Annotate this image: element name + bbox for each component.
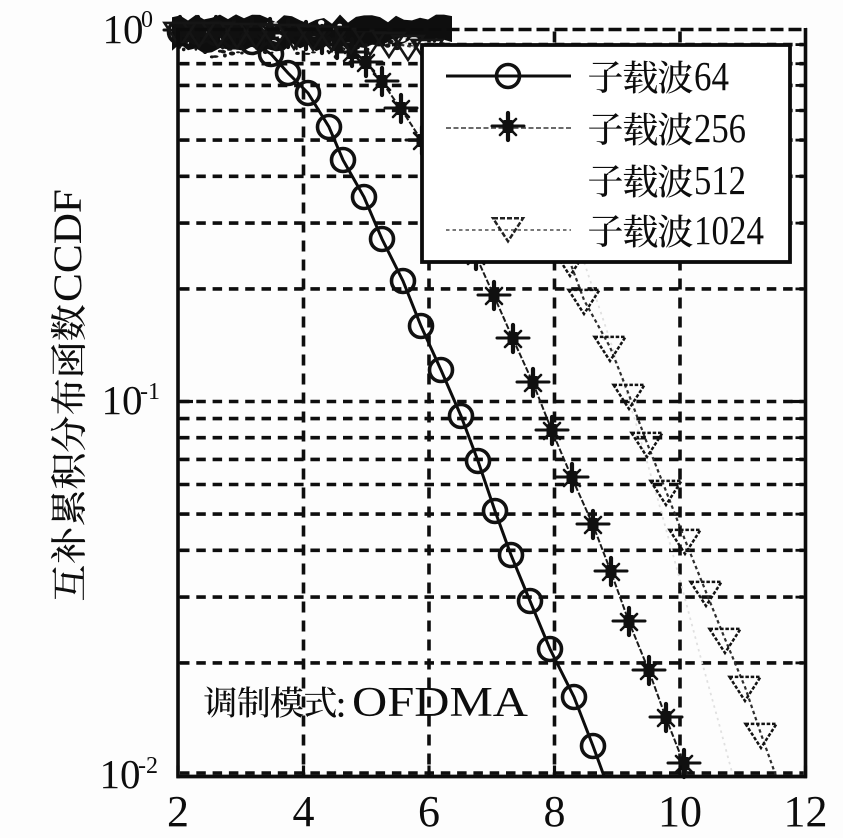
- svg-text:OFDMA: OFDMA: [352, 680, 529, 726]
- svg-text:4: 4: [293, 787, 315, 836]
- svg-text:10: 10: [100, 751, 141, 797]
- svg-text:10: 10: [658, 787, 702, 836]
- svg-text:-2: -2: [138, 753, 158, 779]
- svg-text:1024: 1024: [694, 207, 764, 253]
- svg-text:12: 12: [784, 787, 828, 836]
- svg-text:0: 0: [141, 7, 153, 33]
- svg-text:6: 6: [418, 787, 440, 836]
- svg-text:10: 10: [103, 6, 144, 52]
- svg-text:-1: -1: [140, 379, 160, 405]
- svg-text:CCDF: CCDF: [45, 189, 90, 302]
- svg-text:64: 64: [694, 53, 729, 99]
- svg-text:10: 10: [102, 377, 143, 423]
- svg-text:512: 512: [694, 157, 746, 203]
- svg-text:2: 2: [167, 787, 189, 836]
- svg-text:8: 8: [544, 787, 566, 836]
- svg-text:256: 256: [694, 105, 746, 151]
